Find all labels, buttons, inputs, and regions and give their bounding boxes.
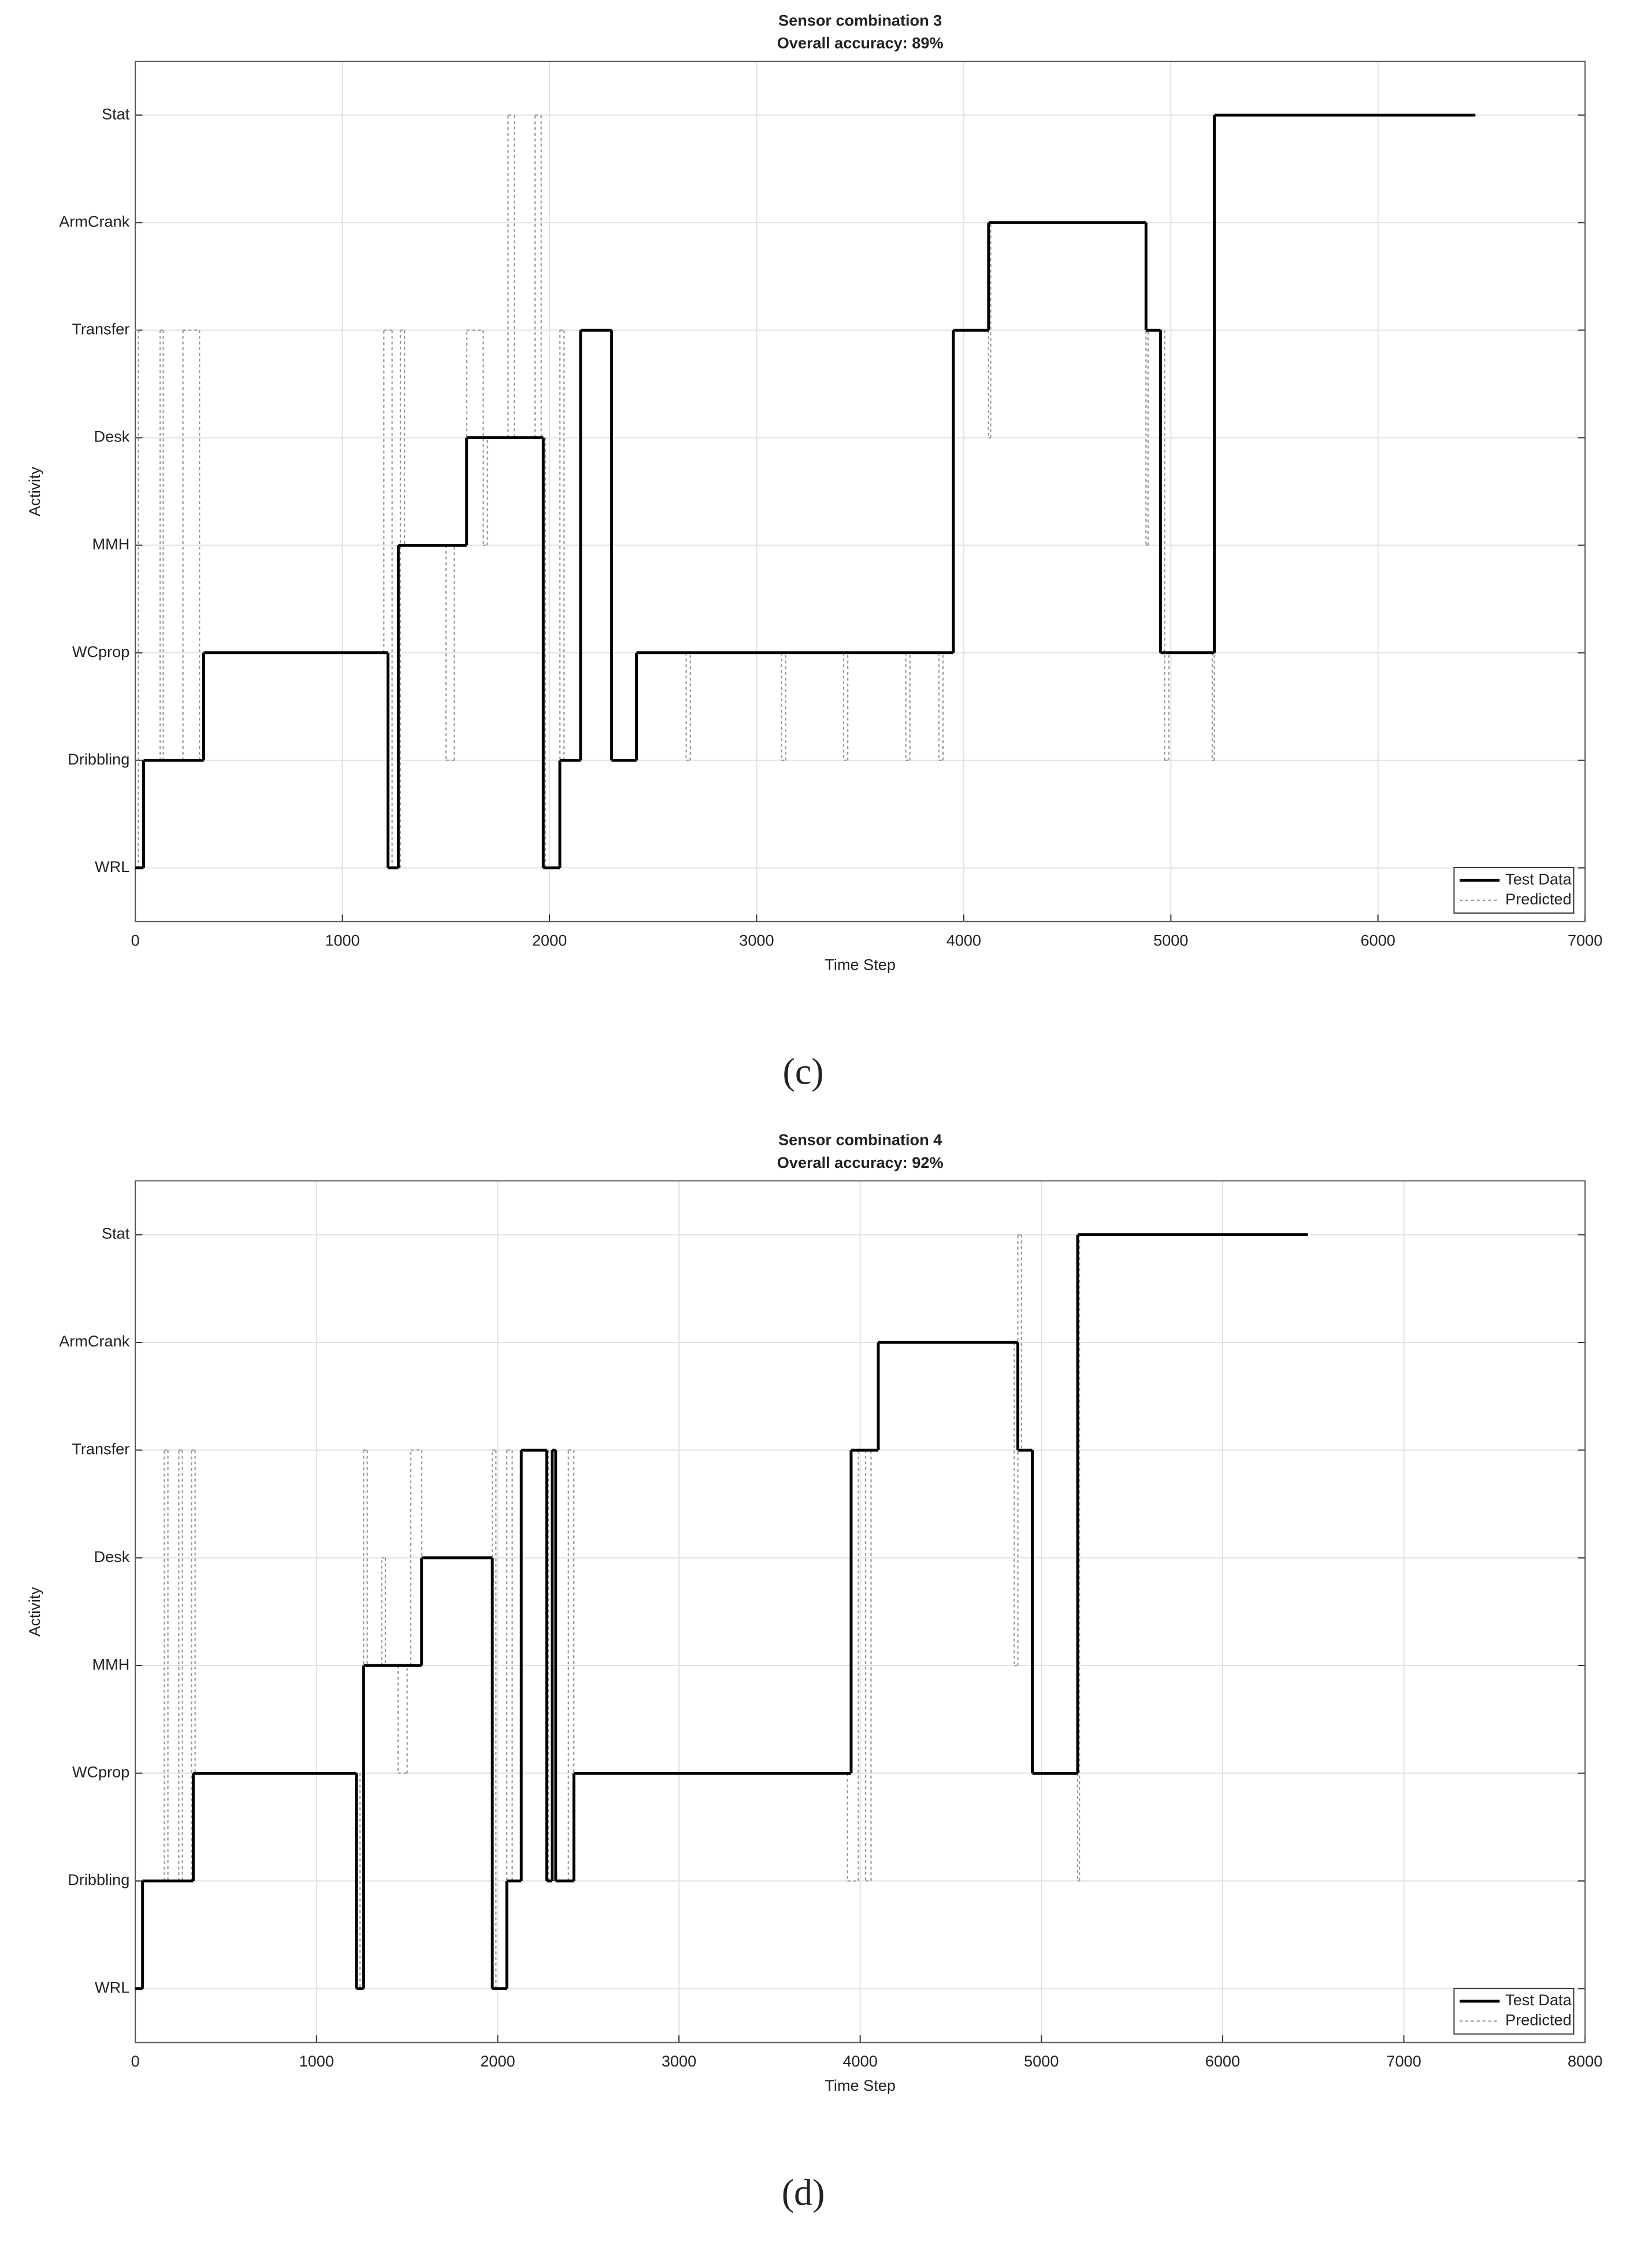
y-tick-label: Transfer [72,1440,129,1458]
legend-box [1453,867,1575,914]
x-tick-label: 7000 [1386,2052,1421,2070]
chart-subtitle: Overall accuracy: 92% [777,1153,944,1171]
y-tick-label: ArmCrank [59,1332,129,1350]
panel-label: (c) [783,1051,824,1092]
x-tick-label: 6000 [1361,931,1395,949]
y-tick-label: Dribbling [68,750,129,768]
legend-label: Test Data [1505,1991,1572,2009]
x-tick-label: 4000 [842,2052,877,2070]
legend-label: Predicted [1505,890,1572,908]
x-axis-label: Time Step [825,2076,896,2094]
x-axis-label: Time Step [825,955,896,973]
y-tick-label: Transfer [72,320,129,338]
x-tick-label: 2000 [480,2052,515,2070]
y-tick-label: WCprop [72,1763,129,1781]
x-tick-label: 0 [131,2052,140,2070]
y-tick-label: Dribbling [68,1871,129,1889]
x-tick-label: 2000 [532,931,567,949]
chart-title: Sensor combination 3 [778,11,942,29]
y-tick-label: WRL [95,858,129,875]
x-tick-label: 7000 [1568,931,1602,949]
y-tick-label: Desk [94,428,130,446]
x-tick-label: 4000 [946,931,981,949]
y-tick-label: MMH [92,1655,130,1673]
chart: Sensor combination 4 Overall accuracy: 92… [25,1131,1603,2213]
x-tick-label: 1000 [299,2052,334,2070]
x-tick-label: 1000 [325,931,359,949]
y-tick-label: Stat [102,105,130,123]
x-tick-label: 5000 [1024,2052,1059,2070]
x-tick-label: 3000 [739,931,774,949]
plot-area [135,61,1586,922]
y-tick-label: Desk [94,1548,130,1565]
chart-title: Sensor combination 4 [778,1131,942,1149]
y-tick-label: WRL [95,1978,129,1996]
legend-label: Test Data [1505,870,1572,888]
x-tick-label: 0 [131,931,140,949]
y-tick-label: WCprop [72,643,129,661]
y-axis-label: Activity [25,1587,43,1637]
x-tick-label: 5000 [1153,931,1188,949]
plot-frame [135,1180,1586,2043]
x-tick-label: 3000 [662,2052,696,2070]
x-tick-label: 8000 [1568,2052,1602,2070]
y-tick-label: Stat [102,1225,130,1242]
chart-subtitle: Overall accuracy: 89% [777,34,944,52]
y-tick-label: MMH [92,535,130,553]
plot-frame [135,61,1586,922]
chart: Sensor combination 3 Overall accuracy: 89… [25,11,1603,1092]
legend-label: Predicted [1505,2011,1572,2029]
legend-box [1453,1987,1575,2035]
x-tick-label: 6000 [1205,2052,1240,2070]
panel-label: (d) [782,2172,825,2213]
y-axis-label: Activity [25,466,43,516]
y-tick-label: ArmCrank [59,212,129,230]
